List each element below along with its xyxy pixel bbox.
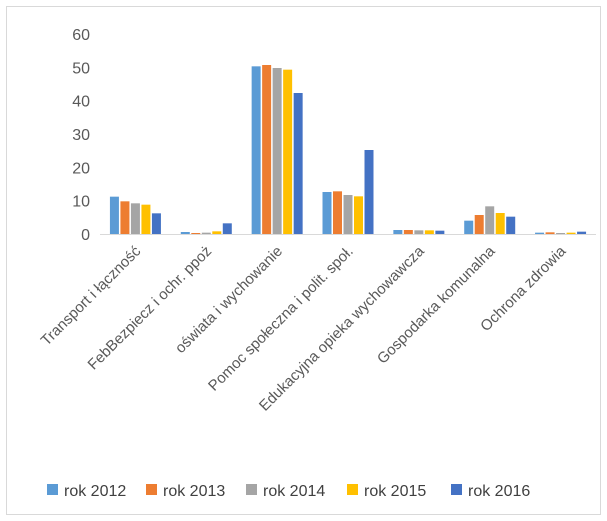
- legend-item: rok 2014: [246, 483, 325, 500]
- bar: [151, 213, 161, 234]
- bar: [485, 206, 495, 234]
- y-tick-label: 0: [81, 227, 90, 244]
- bar: [262, 65, 272, 234]
- x-tick-label: Gospodarka komunalna: [374, 242, 499, 367]
- bar: [120, 201, 130, 234]
- legend-label: rok 2016: [468, 483, 530, 500]
- bar: [272, 68, 282, 234]
- bar: [109, 196, 119, 234]
- bar: [180, 232, 190, 234]
- bar: [354, 196, 363, 234]
- legend: rok 2012 rok 2013 rok 2014 rok 2015 rok 2016: [47, 483, 530, 500]
- y-tick-label: 40: [72, 94, 90, 111]
- bar: [364, 150, 374, 234]
- legend-swatch: [47, 484, 58, 495]
- legend-label: rok 2014: [263, 483, 325, 500]
- bar: [393, 230, 403, 234]
- bar: [566, 232, 576, 234]
- legend-swatch: [246, 484, 257, 495]
- y-tick-label: 50: [72, 60, 90, 77]
- legend-swatch: [451, 484, 462, 495]
- bar: [212, 231, 222, 234]
- bar: [222, 223, 232, 234]
- bar: [283, 69, 293, 234]
- bar: [464, 220, 474, 234]
- chart-area: [6, 6, 601, 515]
- legend-label: rok 2013: [163, 483, 225, 500]
- bar: [577, 231, 587, 234]
- bar: [251, 66, 261, 234]
- bar: [535, 232, 545, 234]
- bar: [141, 204, 151, 234]
- y-tick-label: 10: [72, 194, 90, 211]
- y-tick-label: 30: [72, 127, 90, 144]
- bar: [403, 230, 413, 234]
- y-tick-label: 60: [72, 27, 90, 44]
- x-tick-label: FebBezpiecz i ochr. ppoż: [85, 243, 216, 374]
- bar: [424, 230, 434, 234]
- legend-item: rok 2015: [347, 483, 426, 500]
- legend-swatch: [146, 484, 157, 495]
- legend-label: rok 2015: [364, 483, 426, 500]
- bar: [474, 215, 484, 234]
- bar: [293, 93, 303, 234]
- bars: [109, 65, 587, 234]
- bar: [322, 192, 332, 234]
- bar: [414, 230, 424, 234]
- bar: [191, 233, 201, 234]
- bar: [130, 203, 140, 234]
- bar: [506, 216, 516, 234]
- x-tick-label: Pomoc społeczna i polit. społ.: [205, 243, 357, 395]
- bar: [545, 232, 555, 234]
- legend-item: rok 2012: [47, 483, 126, 500]
- legend-swatch: [347, 484, 358, 495]
- y-axis: 0 10 20 30 40 50 60: [72, 27, 90, 244]
- legend-label: rok 2012: [64, 483, 126, 500]
- bar: [435, 230, 445, 234]
- bar: [201, 232, 211, 234]
- bar: [556, 233, 566, 234]
- bar: [333, 191, 342, 234]
- legend-item: rok 2016: [451, 483, 530, 500]
- legend-item: rok 2013: [146, 483, 225, 500]
- bar: [495, 213, 505, 234]
- bar: [343, 195, 353, 234]
- y-tick-label: 20: [72, 160, 90, 177]
